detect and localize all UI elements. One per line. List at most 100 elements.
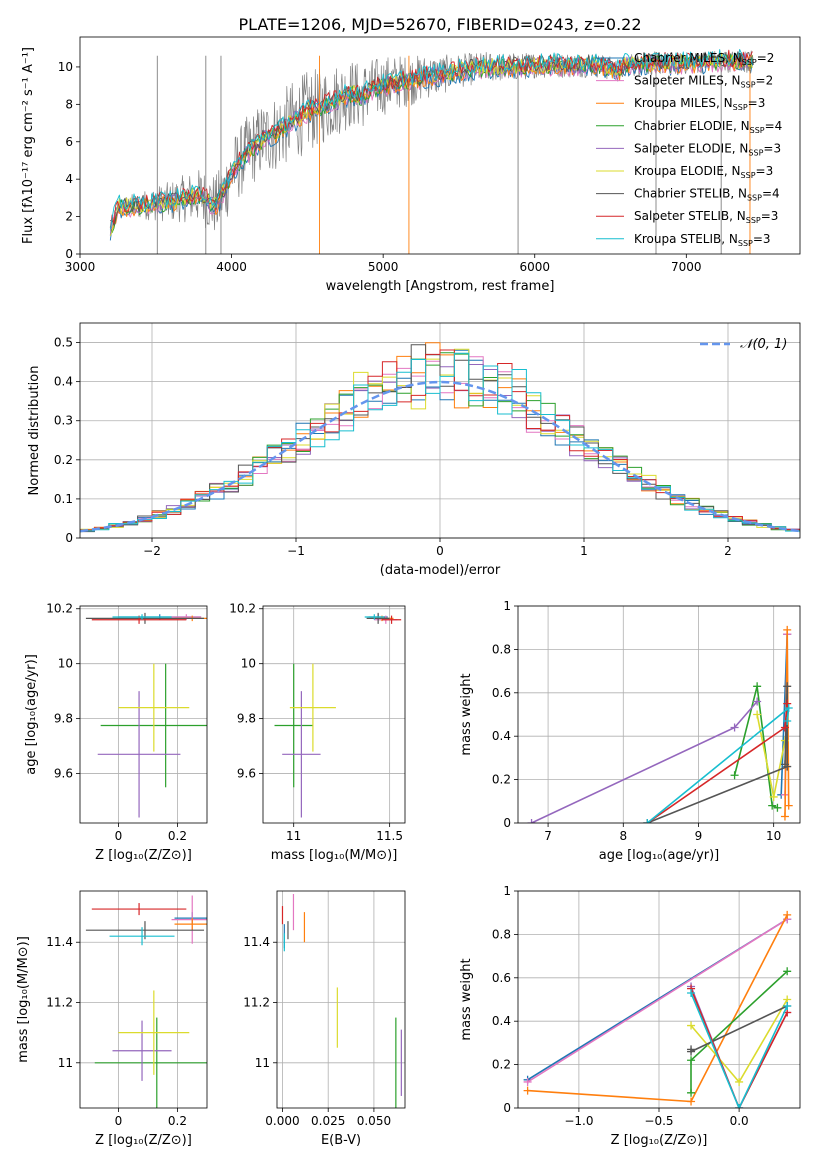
y-axis-label: age [log₁₀(age/yr)] xyxy=(24,654,39,775)
plot-area xyxy=(85,895,207,1108)
weight-marker xyxy=(687,1097,696,1106)
y-axis-label: Normed distribution xyxy=(27,366,42,496)
axes-frame xyxy=(79,605,208,824)
weight-marker xyxy=(783,717,792,726)
y-tick-label: 0 xyxy=(65,531,73,545)
y-tick-label: 0 xyxy=(65,247,73,261)
weight-marker xyxy=(783,1002,792,1011)
x-tick-label: 8 xyxy=(619,829,627,843)
y-tick-label: 0.4 xyxy=(492,729,511,743)
weight-marker xyxy=(753,682,762,691)
weight-marker xyxy=(783,699,792,708)
x-tick-label: 7000 xyxy=(671,260,702,274)
y-tick-label: 9.8 xyxy=(237,712,256,726)
y-tick-label: 11.2 xyxy=(46,996,73,1010)
weight-marker xyxy=(768,801,777,810)
axes-frame xyxy=(517,605,801,824)
x-tick-label: 2 xyxy=(724,544,732,558)
chart-weight-vs-age: 7 8 9 10 0 0.2 0.4 0.6 0.8 1 age [log₁₀(age/yr)] ma… xyxy=(459,599,801,863)
weight-marker xyxy=(523,1077,532,1086)
x-tick-label: 9 xyxy=(695,829,703,843)
x-axis-label: age [log₁₀(age/yr)] xyxy=(599,848,720,863)
legend-entry: Salpeter STELIB, NSSP=3 xyxy=(634,209,778,225)
y-tick-label: 0 xyxy=(503,1101,511,1115)
histogram-step xyxy=(80,352,800,533)
weight-marker xyxy=(780,760,789,769)
y-tick-label: 0.2 xyxy=(492,773,511,787)
plot-area xyxy=(80,342,800,534)
x-tick-label: 0.025 xyxy=(311,1114,345,1128)
x-tick-label: 0 xyxy=(115,1114,123,1128)
y-tick-label: 0.3 xyxy=(54,414,73,428)
axes-frame xyxy=(517,890,801,1109)
legend-entry: Salpeter MILES, NSSP=2 xyxy=(634,74,773,90)
y-tick-label: 0.5 xyxy=(54,336,73,350)
y-tick-label: 9.6 xyxy=(54,767,73,781)
plot-area xyxy=(527,625,793,823)
weight-marker xyxy=(687,1056,696,1065)
legend-entry: Chabrier MILES, NSSP=2 xyxy=(634,51,774,67)
y-tick-label: 11 xyxy=(255,1056,270,1070)
weight-marker xyxy=(643,819,652,823)
x-axis-label: Z [log₁₀(Z/Z⊙)] xyxy=(95,1133,192,1148)
weight-marker xyxy=(780,723,789,732)
x-tick-label: 11.5 xyxy=(376,829,403,843)
axes-frame xyxy=(79,890,208,1109)
legend-entry: Chabrier ELODIE, NSSP=4 xyxy=(634,119,782,135)
chart-mass-vs-ebv: 0.000 0.025 0.050 11 11.2 11.4 E(B-V) xyxy=(243,890,406,1148)
x-axis-label: mass [log₁₀(M/M⊙)] xyxy=(271,848,398,863)
weight-marker xyxy=(784,801,793,810)
legend-entry: Chabrier STELIB, NSSP=4 xyxy=(634,187,780,203)
legend-entry: Kroupa MILES, NSSP=3 xyxy=(634,96,765,112)
weight-marker xyxy=(687,1021,696,1030)
y-tick-label: 11.2 xyxy=(243,996,270,1010)
weight-marker xyxy=(769,792,778,801)
weight-marker xyxy=(783,910,792,919)
y-tick-label: 10 xyxy=(58,657,73,671)
weight-marker xyxy=(753,710,762,719)
x-tick-label: 0 xyxy=(115,829,123,843)
weight-marker xyxy=(773,803,782,812)
weight-marker xyxy=(687,1088,696,1097)
chart-residuals: −2 −1 0 1 2 0 0.1 0.2 0.3 0.4 0.5 (data-model)/erro… xyxy=(27,322,801,578)
weight-marker xyxy=(784,703,793,712)
x-tick-label: 1 xyxy=(580,544,588,558)
weight-marker xyxy=(753,697,762,706)
weight-marker xyxy=(780,812,789,821)
y-tick-label: 4 xyxy=(65,172,73,186)
y-axis-label: mass weight xyxy=(459,958,474,1040)
axes-frame xyxy=(79,36,801,255)
x-tick-label: 0 xyxy=(436,544,444,558)
plot-area xyxy=(523,910,792,1108)
y-tick-label: 8 xyxy=(65,97,73,111)
y-tick-label: 0.4 xyxy=(492,1014,511,1028)
x-tick-label: 11 xyxy=(286,829,301,843)
weight-line xyxy=(690,988,788,1108)
x-tick-label: 0.0 xyxy=(730,1114,749,1128)
y-tick-label: 10 xyxy=(58,60,73,74)
plot-area xyxy=(109,49,754,254)
x-tick-label: −0.5 xyxy=(644,1114,673,1128)
x-tick-label: 0.050 xyxy=(357,1114,391,1128)
y-tick-label: 0.1 xyxy=(54,492,73,506)
y-tick-label: 9.8 xyxy=(54,712,73,726)
weight-marker xyxy=(527,819,536,823)
y-tick-label: 11.4 xyxy=(46,935,73,949)
y-tick-label: 0.6 xyxy=(492,686,511,700)
x-axis-label: Z [log₁₀(Z/Z⊙)] xyxy=(95,848,192,863)
x-tick-label: 3000 xyxy=(65,260,96,274)
figure-title: PLATE=1206, MJD=52670, FIBERID=0243, z=0… xyxy=(238,15,641,34)
x-tick-label: 7 xyxy=(544,829,552,843)
y-tick-label: 0.8 xyxy=(492,642,511,656)
y-tick-label: 0.6 xyxy=(492,971,511,985)
legend-entry: Kroupa ELODIE, NSSP=3 xyxy=(634,164,773,180)
axes-frame xyxy=(262,605,406,824)
weight-marker xyxy=(730,723,739,732)
x-tick-label: −2 xyxy=(143,544,161,558)
chart-weight-vs-Z: −1.0 −0.5 0.0 0 0.2 0.4 0.6 0.8 1 Z [log₁₀(Z/Z⊙)]… xyxy=(459,884,801,1148)
legend-entry: Salpeter ELODIE, NSSP=3 xyxy=(634,141,781,157)
x-tick-label: 0.2 xyxy=(168,1114,187,1128)
y-tick-label: 10.2 xyxy=(46,602,73,616)
